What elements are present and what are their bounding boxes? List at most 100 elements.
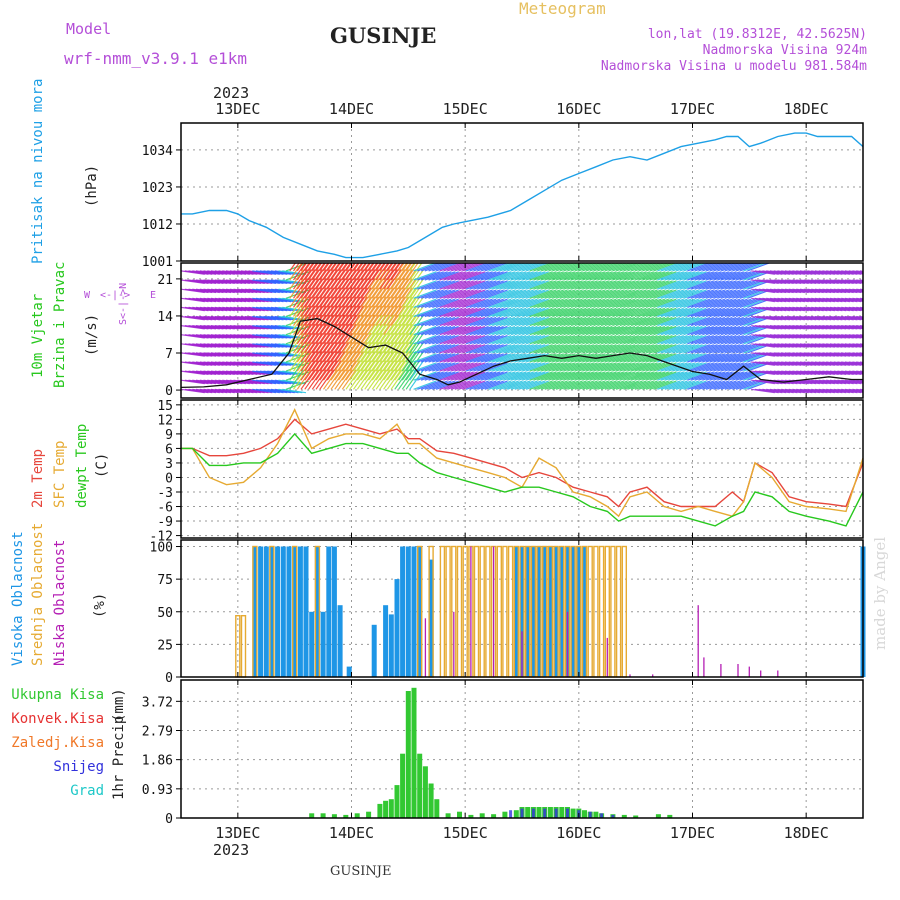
wind-barb <box>420 344 444 354</box>
wind-barb <box>739 353 763 363</box>
wind-barb <box>653 353 677 363</box>
wind-barb <box>300 269 316 290</box>
wind-barb <box>649 371 673 381</box>
wind-barb <box>649 344 673 354</box>
wind-barb <box>401 323 417 345</box>
wind-barb <box>480 353 504 363</box>
wind-barb <box>548 380 572 390</box>
wind-barb <box>589 380 613 390</box>
wind-barb <box>728 362 752 372</box>
wind-barb <box>514 325 538 336</box>
wind-barb <box>390 323 406 345</box>
total-precip-bar <box>536 807 542 818</box>
wind-barb <box>713 353 737 363</box>
wind-barb <box>398 369 413 390</box>
ytick-label: 1012 <box>142 218 173 233</box>
wind-barb <box>585 380 609 390</box>
wind-barb <box>326 332 342 354</box>
wind-barb <box>364 360 380 381</box>
wind-barb <box>694 316 718 327</box>
wind-barb <box>630 298 654 308</box>
wind-barb <box>334 287 350 308</box>
wind-barb <box>518 344 542 354</box>
wind-barb <box>371 314 387 336</box>
wind-barb <box>394 263 402 272</box>
wind-barb <box>578 325 602 336</box>
wind-barb <box>555 335 579 345</box>
wind-barb <box>529 280 553 290</box>
snow-bar <box>600 813 604 818</box>
wind-barb <box>390 351 406 372</box>
wind-barb <box>720 263 744 272</box>
wind-barb <box>477 316 501 327</box>
wind-barb <box>326 323 342 345</box>
wind-barb <box>739 344 763 354</box>
high-cloud-bar <box>371 624 377 677</box>
wind-barb <box>638 280 662 290</box>
wind-barb <box>473 344 497 354</box>
top-day-label: 14DEC <box>329 100 374 118</box>
wind-barb <box>462 380 486 390</box>
high-cloud-bar <box>286 546 292 677</box>
wind-barb <box>702 344 726 354</box>
wind-barb <box>653 371 677 381</box>
wind-barb <box>525 307 549 318</box>
wind-barb <box>330 287 346 308</box>
wind-barb <box>645 380 669 390</box>
wind-barb <box>341 287 357 308</box>
wind-barb <box>615 263 639 272</box>
wind-barb <box>413 280 437 290</box>
wind-barb <box>428 307 452 318</box>
wind-barb <box>743 380 767 390</box>
wind-barb <box>311 341 327 363</box>
wind-barb <box>300 278 316 299</box>
wind-barb <box>428 316 452 327</box>
wind-barb <box>356 287 372 308</box>
wind-barb <box>709 263 733 272</box>
wind-barb <box>660 325 684 336</box>
wind-barb <box>630 271 654 281</box>
wind-barb <box>450 316 474 327</box>
wind-barb <box>375 278 391 299</box>
wind-barb <box>619 362 643 372</box>
wind-barb <box>735 344 759 354</box>
wind-barb <box>574 271 598 281</box>
wind-barb <box>353 360 368 381</box>
wind-barb <box>439 289 463 299</box>
wind-barb <box>582 344 606 354</box>
wind-barb <box>612 289 636 299</box>
ytick-label: -6 <box>157 501 173 516</box>
wind-barb <box>702 362 726 372</box>
high-cloud-bar <box>252 546 258 677</box>
temp2m-ylabel: 2m Temp <box>30 449 46 508</box>
wind-barb <box>743 344 767 354</box>
wind-barb <box>454 325 478 336</box>
wind-barb <box>360 323 376 345</box>
wind-barb <box>435 271 459 281</box>
mid-cloud-ylabel: Srednja Oblacnost <box>30 523 46 666</box>
wind-barb <box>304 278 319 299</box>
wind-barb <box>630 289 654 299</box>
wind-barb <box>627 280 651 290</box>
wind-barb <box>293 278 308 299</box>
wind-barb <box>582 335 606 345</box>
wind-barb <box>728 371 752 381</box>
wind-barb <box>687 307 711 318</box>
wind-barb <box>642 371 666 381</box>
high-cloud-bar <box>383 605 389 677</box>
wind-barb <box>582 380 606 390</box>
wind-barb <box>289 332 304 354</box>
wind-barb <box>289 269 304 290</box>
wind-barb <box>705 325 729 336</box>
wind-barb <box>687 316 711 327</box>
wind-barb <box>578 335 602 345</box>
wind-barb <box>574 335 598 345</box>
wind-barb <box>608 289 632 299</box>
wind-barb <box>420 263 444 272</box>
wind-barb <box>664 263 688 272</box>
wind-barb <box>432 362 456 372</box>
wind-barb <box>645 289 669 299</box>
wind-barb <box>492 316 516 327</box>
wind-barb <box>349 369 365 390</box>
wind-barb <box>634 380 658 390</box>
